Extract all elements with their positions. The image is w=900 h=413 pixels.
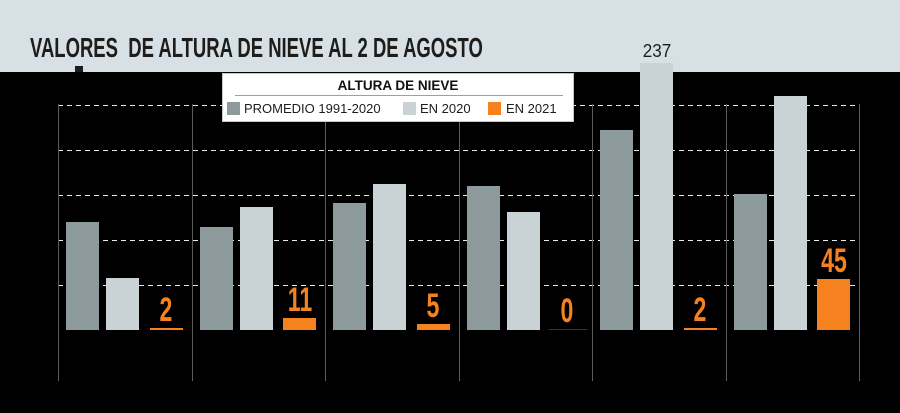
value-label-en-2021-g6: 45 xyxy=(820,242,847,281)
cropped-subtitle-remnant xyxy=(75,66,83,72)
bar-en-2021-zero xyxy=(548,328,587,330)
bar-promedio-1991-2020-g4 xyxy=(466,186,500,330)
bar-en-2020-g3 xyxy=(373,183,406,330)
bar-en-2021-g5 xyxy=(683,327,717,330)
bar-promedio-1991-2020-g6 xyxy=(733,193,767,330)
bar-promedio-1991-2020-g1 xyxy=(66,222,99,330)
legend-swatch-3 xyxy=(488,102,501,115)
bar-promedio-1991-2020-g2 xyxy=(199,226,233,330)
gridline-40 xyxy=(58,285,859,286)
annotation-label-237: 237 xyxy=(642,41,671,62)
gridline-80 xyxy=(58,240,859,241)
gridline-160 xyxy=(58,150,859,151)
legend-swatch-1 xyxy=(227,102,240,115)
bar-en-2020-g1 xyxy=(106,278,139,330)
value-label-en-2021-g5: 2 xyxy=(693,290,707,329)
legend-title: ALTURA DE NIEVE xyxy=(337,78,459,93)
bar-en-2021-g3 xyxy=(416,324,450,330)
legend-swatch-2 xyxy=(403,102,416,115)
group-separator-5 xyxy=(726,104,727,381)
group-separator-1 xyxy=(192,104,193,381)
group-separator-2 xyxy=(325,104,326,381)
bar-en-2020-g6 xyxy=(773,96,807,330)
legend-label-2: EN 2020 xyxy=(420,101,471,116)
bar-promedio-1991-2020-g3 xyxy=(333,202,366,330)
group-separator-6 xyxy=(859,104,860,381)
value-label-en-2021-g2: 11 xyxy=(287,280,312,319)
value-label-en-2021-g4: 0 xyxy=(560,291,573,330)
bar-en-2020-g4 xyxy=(506,211,540,330)
bar-en-2020-g2 xyxy=(239,207,273,330)
gridline-120 xyxy=(58,195,859,196)
chart-legend: ALTURA DE NIEVE PROMEDIO 1991-2020 EN 202… xyxy=(222,73,574,122)
legend-label-3: EN 2021 xyxy=(506,101,557,116)
page-title: VALORES DE ALTURA DE NIEVE AL 2 DE AGOST… xyxy=(30,32,483,63)
value-label-en-2021-g1: 2 xyxy=(159,290,173,329)
bar-promedio-1991-2020-g5 xyxy=(600,129,633,330)
bar-en-2021-g1 xyxy=(149,327,183,330)
group-separator-3 xyxy=(459,104,460,381)
bar-en-2021-g2 xyxy=(283,317,316,330)
value-label-en-2021-g3: 5 xyxy=(426,287,440,326)
bar-en-2020-g5 xyxy=(640,63,673,330)
bar-en-2021-g6 xyxy=(817,279,850,330)
legend-label-1: PROMEDIO 1991-2020 xyxy=(244,101,381,116)
header-band xyxy=(0,0,900,72)
group-separator-0 xyxy=(58,104,59,381)
group-separator-4 xyxy=(592,104,593,381)
legend-divider xyxy=(235,95,563,96)
